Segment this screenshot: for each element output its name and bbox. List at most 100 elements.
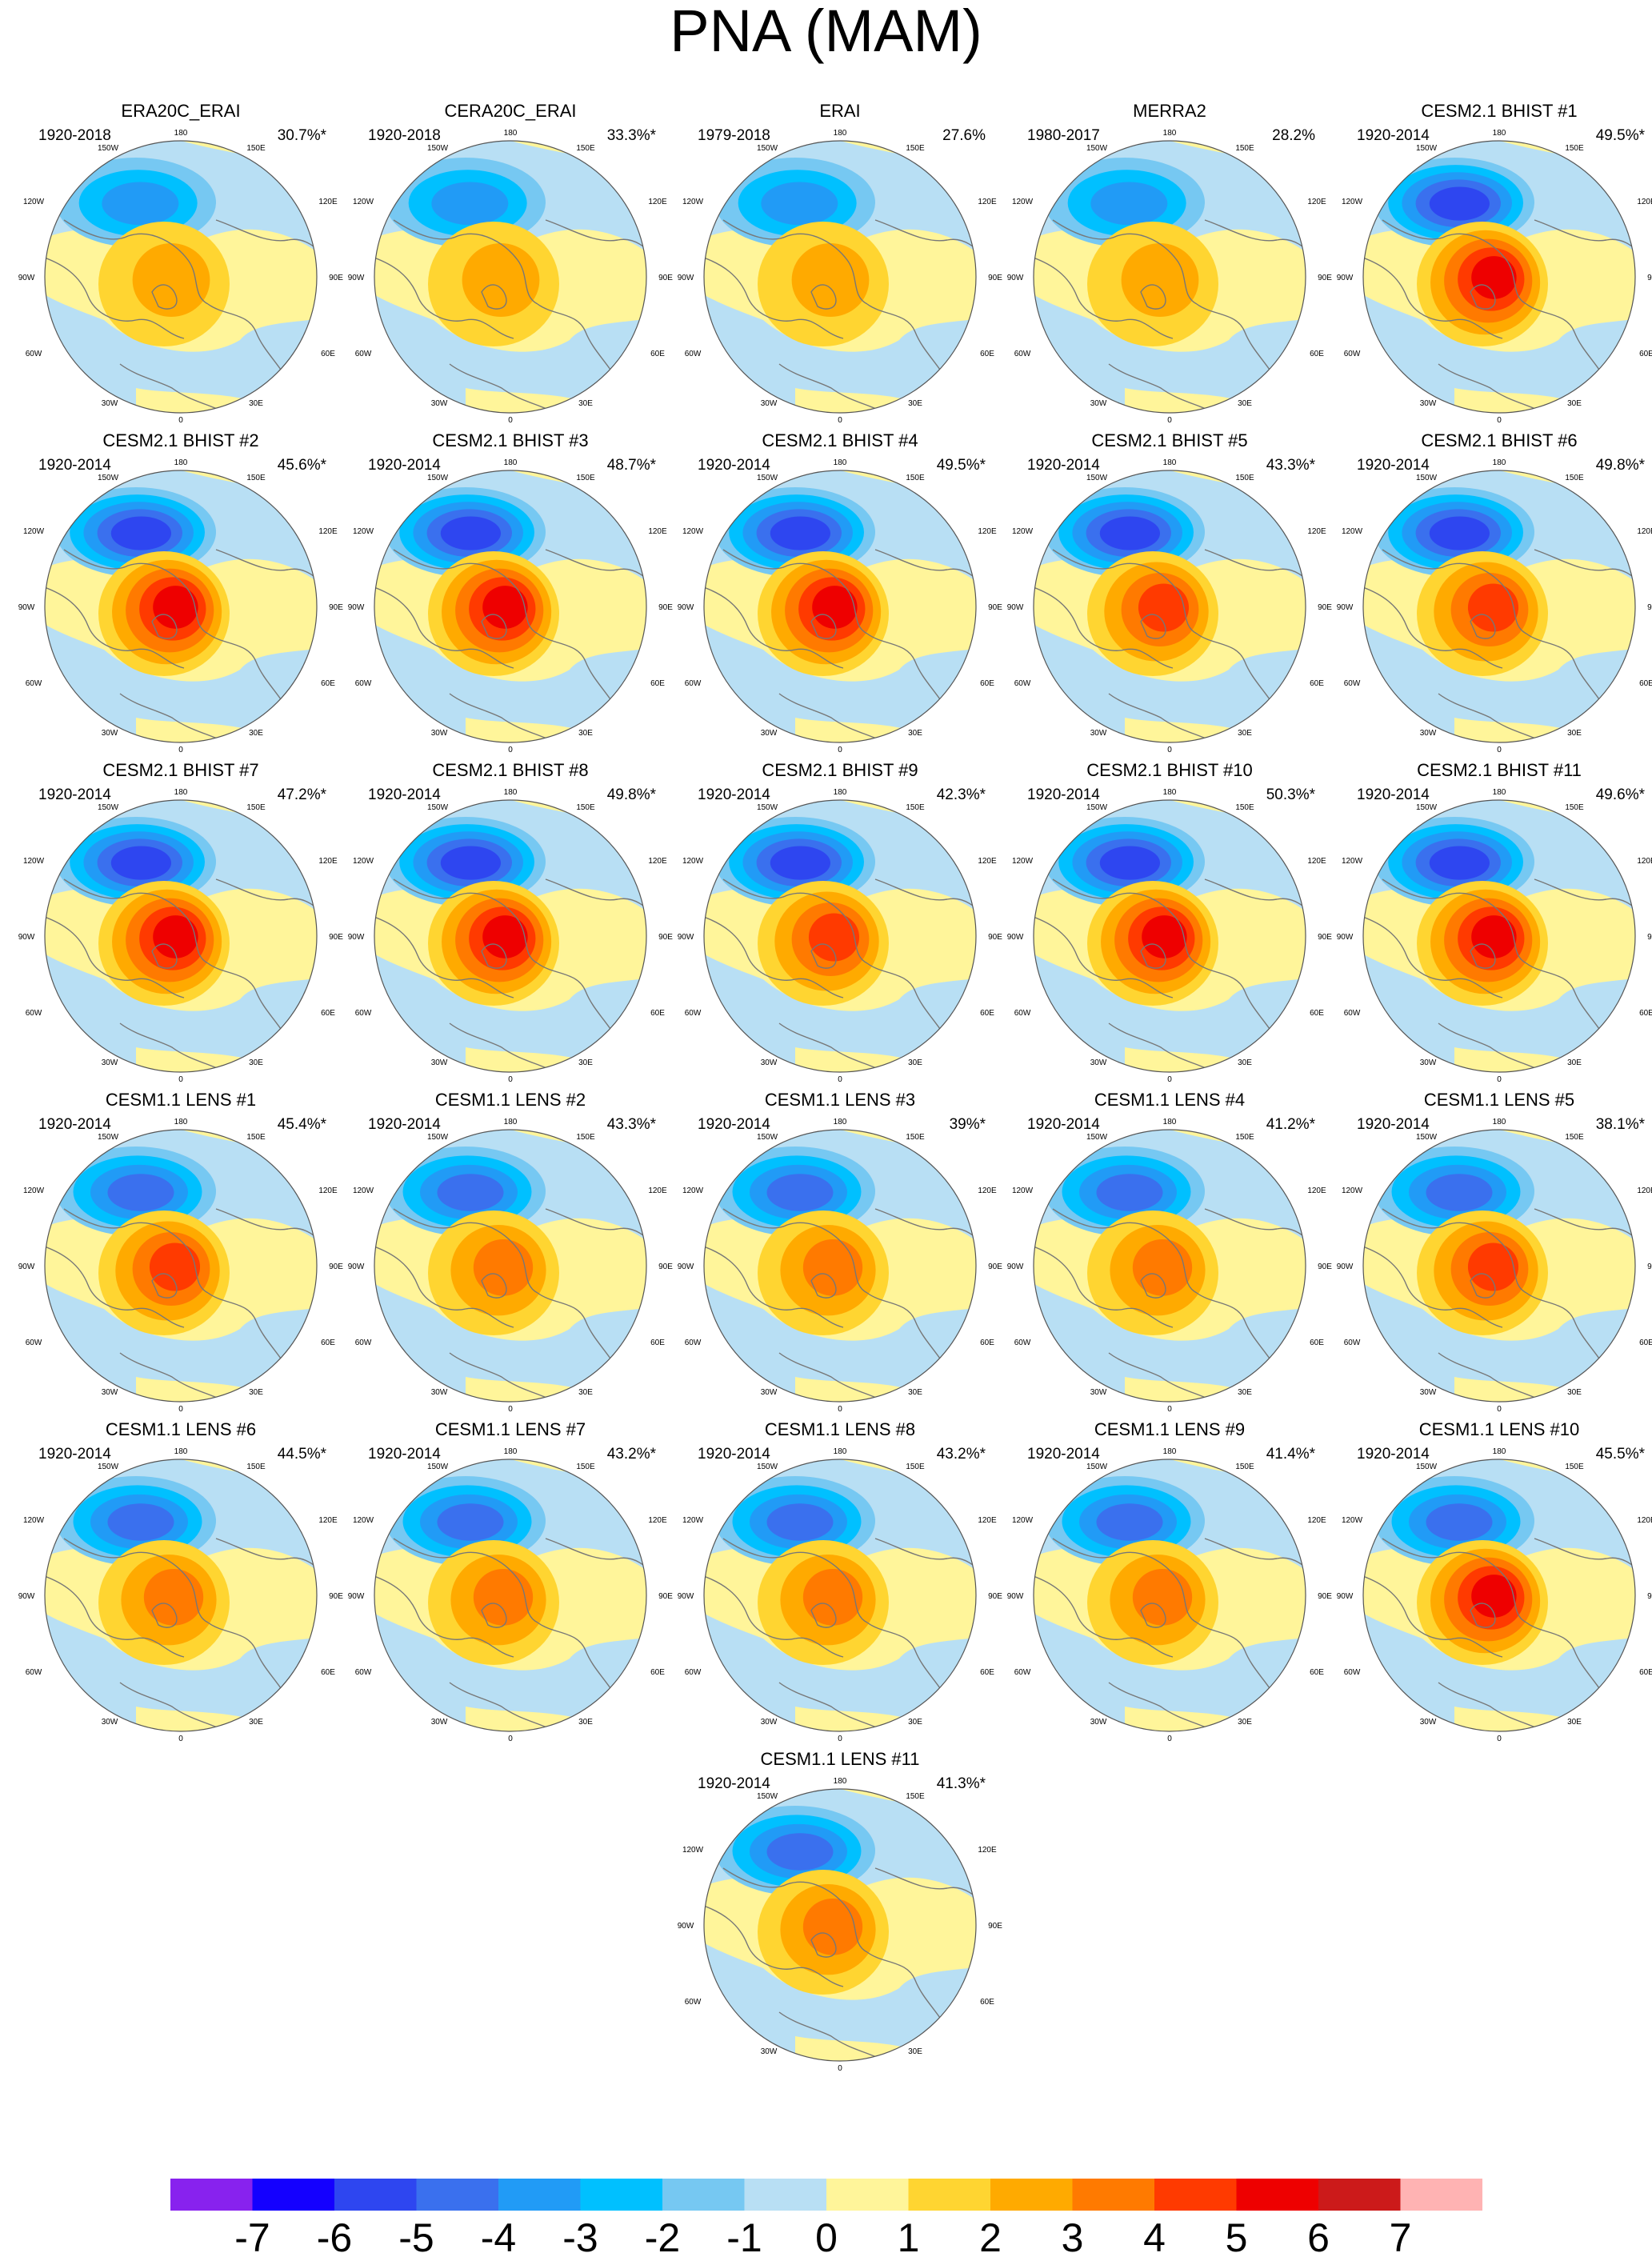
- coastline: [704, 1903, 844, 1987]
- panel-years: 1920-2014: [698, 786, 770, 803]
- longitude-label: 0: [1497, 746, 1502, 754]
- longitude-label: 30E: [1238, 729, 1252, 738]
- longitude-label: 90E: [658, 603, 673, 612]
- longitude-label: 30E: [578, 729, 593, 738]
- panel-variance-percent: 43.2%*: [606, 1446, 656, 1463]
- map-boundary: [703, 799, 977, 1073]
- longitude-label: 30E: [908, 729, 922, 738]
- positive-field-south: [795, 2036, 939, 2061]
- longitude-label: 180: [834, 458, 847, 467]
- map-panel: CESM1.1 LENS #7 1920-2014 43.2%* 180 150W 150…: [346, 1419, 675, 1755]
- panel-years: 1980-2017: [1027, 127, 1100, 144]
- coastline: [393, 1208, 538, 1294]
- longitude-label: 180: [1163, 458, 1177, 467]
- longitude-label: 150W: [1416, 474, 1438, 482]
- longitude-label: 60E: [650, 679, 665, 688]
- longitude-label: 150E: [906, 1463, 925, 1471]
- colorbar-swatch: [334, 2179, 417, 2211]
- coastline: [778, 2011, 884, 2061]
- longitude-label: 60E: [321, 1339, 335, 1347]
- longitude-label: 90W: [678, 933, 694, 942]
- longitude-label: 120E: [1637, 198, 1652, 206]
- longitude-label: 60E: [1639, 1339, 1652, 1347]
- coastline: [1034, 585, 1174, 669]
- colorbar-swatch: [1236, 2179, 1319, 2211]
- longitude-label: 150W: [1416, 144, 1438, 153]
- panel-title: CESM2.1 BHIST #2: [102, 430, 259, 450]
- coastline: [119, 1352, 225, 1402]
- panel-title: CESM2.1 BHIST #10: [1086, 760, 1253, 780]
- panel-years: 1920-2014: [38, 1116, 111, 1133]
- longitude-label: 150E: [576, 803, 595, 812]
- negative-contour: [1096, 1503, 1163, 1541]
- panel-variance-percent: 43.2%*: [936, 1446, 986, 1463]
- map-boundary: [703, 1459, 977, 1732]
- longitude-label: 60W: [1344, 679, 1361, 688]
- longitude-label: 90E: [329, 274, 343, 282]
- coastline: [1382, 549, 1527, 634]
- polar-map: 180 150W 150E 120W 120E 90W 90E 60W 60E 30W 30E 0: [348, 788, 674, 1084]
- panel-years: 1920-2014: [1357, 1446, 1430, 1463]
- longitude-label: 30E: [249, 399, 263, 408]
- longitude-label: 30E: [1567, 1388, 1582, 1397]
- positive-field-south: [466, 718, 610, 742]
- longitude-label: 120W: [682, 1846, 704, 1855]
- longitude-label: 90W: [1337, 274, 1354, 282]
- coastline: [1140, 1603, 1166, 1628]
- longitude-label: 0: [178, 1405, 183, 1414]
- longitude-label: 90W: [348, 933, 365, 942]
- longitude-label: 90W: [678, 603, 694, 612]
- panel-years: 1920-2014: [698, 457, 770, 474]
- longitude-label: 180: [834, 129, 847, 138]
- coastline: [722, 1867, 868, 1953]
- coastline: [1108, 1682, 1214, 1731]
- coastline: [1140, 1273, 1166, 1299]
- longitude-label: 180: [1493, 458, 1506, 467]
- longitude-label: 120W: [23, 1187, 45, 1195]
- longitude-label: 30E: [1567, 1058, 1582, 1067]
- polar-map: 180 150W 150E 120W 120E 90W 90E 60W 60E 30W 30E 0: [1007, 1447, 1333, 1743]
- positive-field-south: [136, 1377, 280, 1402]
- longitude-label: 90E: [1647, 603, 1652, 612]
- longitude-label: 150E: [1565, 474, 1584, 482]
- map-panel: CESM2.1 BHIST #10 1920-2014 50.3%* 180 150W 1…: [1005, 760, 1334, 1096]
- polar-map: 180 150W 150E 120W 120E 90W 90E 60W 60E 30W 30E 0: [678, 458, 1003, 754]
- panel-years: 1920-2014: [368, 457, 441, 474]
- polar-map: 180 150W 150E 120W 120E 90W 90E 60W 60E 30W 30E 0: [348, 1118, 674, 1414]
- colorbar-swatch: [252, 2179, 335, 2211]
- polar-map: 180 150W 150E 120W 120E 90W 90E 60W 60E 30W 30E 0: [678, 1447, 1003, 1743]
- map-panel: CESM2.1 BHIST #7 1920-2014 47.2%* 180 150W 15…: [16, 760, 346, 1096]
- panel-years: 1920-2014: [368, 1446, 441, 1463]
- panel-variance-percent: 47.2%*: [277, 786, 326, 803]
- polar-map: 180 150W 150E 120W 120E 90W 90E 60W 60E 30W 30E 0: [678, 1777, 1003, 2073]
- colorbar-tick-label: 4: [1143, 2215, 1166, 2260]
- negative-contour: [107, 1174, 174, 1211]
- panel-title: CESM1.1 LENS #3: [764, 1090, 916, 1110]
- longitude-label: 0: [1497, 1075, 1502, 1084]
- map-boundary: [1033, 1459, 1306, 1732]
- map-panel: CESM2.1 BHIST #4 1920-2014 49.5%* 180 150W 15…: [675, 430, 1005, 766]
- coastline: [704, 255, 844, 339]
- polar-map: 180 150W 150E 120W 120E 90W 90E 60W 60E 30W 30E 0: [18, 1447, 344, 1743]
- positive-field-south: [136, 388, 280, 413]
- negative-contour: [431, 182, 509, 226]
- longitude-label: 30E: [249, 729, 263, 738]
- coastline: [874, 878, 976, 924]
- longitude-label: 60E: [650, 350, 665, 358]
- colorbar-tick-label: 1: [897, 2215, 920, 2260]
- map-boundary: [1362, 1459, 1636, 1732]
- panel-variance-percent: 33.3%*: [606, 127, 656, 144]
- colorbar-swatch: [1400, 2179, 1482, 2211]
- longitude-label: 120E: [648, 198, 667, 206]
- longitude-label: 120W: [682, 1516, 704, 1525]
- longitude-label: 30W: [1420, 1058, 1437, 1067]
- longitude-label: 60W: [26, 350, 42, 358]
- longitude-label: 120E: [1307, 198, 1326, 206]
- longitude-label: 180: [504, 458, 518, 467]
- panel-variance-percent: 41.2%*: [1266, 1116, 1315, 1133]
- map-boundary: [1362, 140, 1636, 414]
- longitude-label: 60W: [685, 1009, 702, 1018]
- longitude-label: 90W: [18, 1592, 35, 1601]
- longitude-label: 60W: [355, 679, 372, 688]
- negative-contour: [102, 182, 179, 226]
